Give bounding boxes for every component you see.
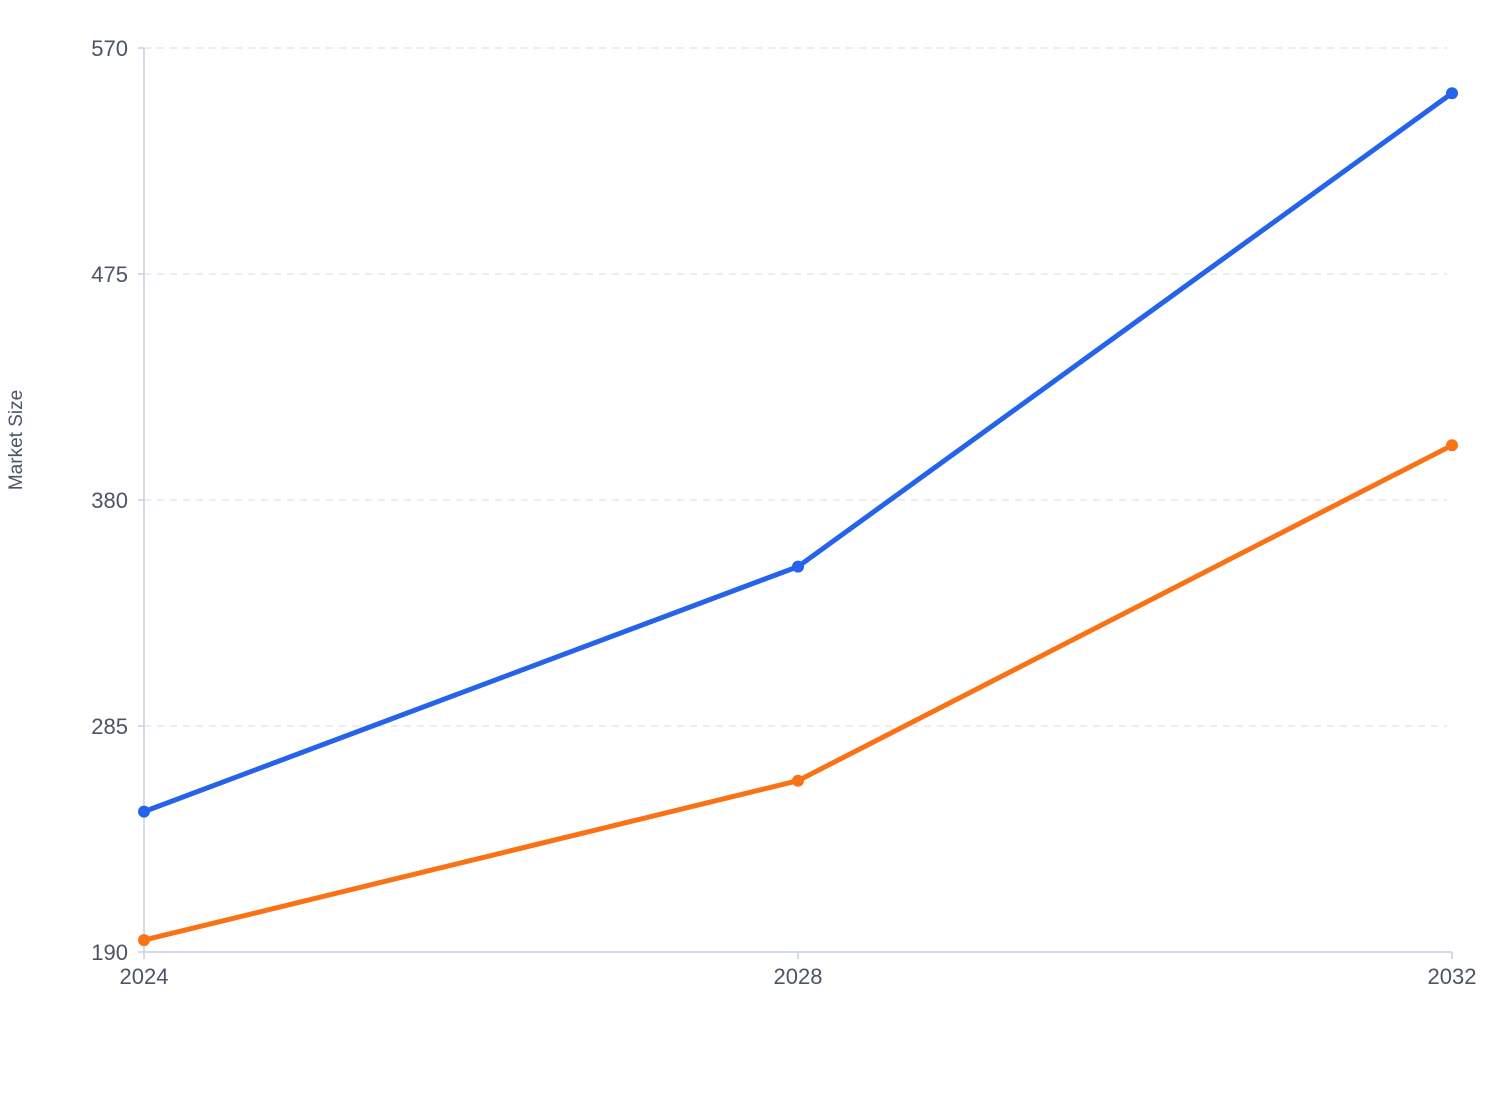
data-point-series-1 (1446, 87, 1458, 100)
x-tick-label: 2028 (774, 964, 823, 989)
data-point-series-1 (138, 805, 150, 818)
gridlines (144, 47, 1447, 727)
data-point-series-1 (792, 560, 804, 573)
series-lines (141, 90, 1455, 943)
y-tick-label: 190 (91, 940, 128, 965)
data-point-series-2 (792, 774, 804, 787)
y-tick-label: 285 (91, 714, 128, 739)
data-point-series-2 (1446, 439, 1458, 452)
data-point-series-2 (138, 934, 150, 947)
x-tick-label: 2024 (120, 964, 169, 989)
series-line-2 (141, 442, 1455, 943)
x-tick-label: 2032 (1428, 964, 1477, 989)
y-tick-label: 475 (91, 262, 128, 287)
y-tick-label: 570 (91, 36, 128, 61)
y-axis-title: Market Size (6, 390, 27, 490)
y-tick-label: 380 (91, 488, 128, 513)
axes (138, 47, 1453, 959)
tick-labels: 190 285 380 475 570 2024 2028 2032 (91, 36, 1476, 989)
data-points (138, 87, 1458, 947)
series-line-1 (141, 90, 1455, 815)
